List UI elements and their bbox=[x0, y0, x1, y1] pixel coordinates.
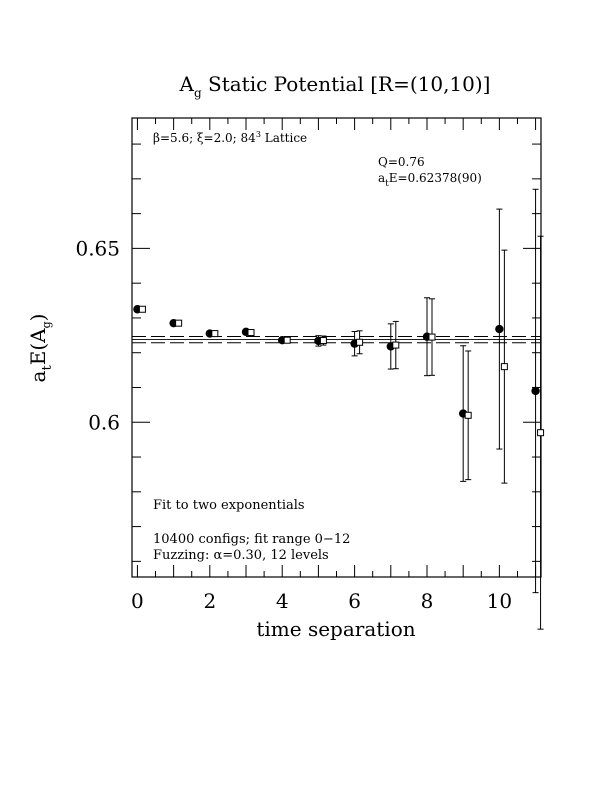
fuzzing-annotation: Fuzzing: α=0.30, 12 levels bbox=[153, 548, 329, 563]
y-tick-label: 0.6 bbox=[88, 410, 120, 434]
data-point-square bbox=[211, 330, 219, 338]
fit-band bbox=[132, 335, 541, 344]
x-tick-label: 4 bbox=[276, 589, 289, 613]
data-point-square bbox=[464, 411, 472, 419]
data-point-square bbox=[500, 363, 508, 371]
data-marks bbox=[133, 188, 545, 630]
data-point-square bbox=[319, 337, 327, 345]
q-annotation: Q=0.76 bbox=[378, 155, 425, 169]
y-axis-ticks: 0.6 0.65 bbox=[75, 143, 541, 562]
x-tick-label: 2 bbox=[203, 589, 216, 613]
data-point-square bbox=[283, 336, 291, 344]
data-point-square bbox=[428, 333, 436, 341]
y-tick-label: 0.65 bbox=[75, 236, 120, 260]
data-point-square bbox=[247, 329, 255, 337]
data-point-square bbox=[537, 429, 545, 437]
data-point-square bbox=[175, 319, 183, 327]
x-tick-label: 8 bbox=[421, 589, 434, 613]
chart-title: Ag Static Potential [R=(10,10)] bbox=[179, 72, 491, 100]
x-tick-label: 10 bbox=[487, 589, 512, 613]
data-point-circle bbox=[531, 386, 540, 396]
configs-annotation: 10400 configs; fit range 0−12 bbox=[153, 532, 350, 547]
data-point-square bbox=[356, 338, 364, 346]
x-tick-label: 0 bbox=[131, 589, 144, 613]
x-axis-label: time separation bbox=[256, 617, 415, 641]
data-point-circle bbox=[495, 324, 504, 334]
data-point-square bbox=[138, 305, 146, 313]
data-point-square bbox=[392, 341, 400, 349]
fit-type-annotation: Fit to two exponentials bbox=[153, 498, 305, 513]
x-axis-ticks: 0 2 4 6 8 10 bbox=[131, 118, 537, 613]
x-tick-label: 6 bbox=[348, 589, 361, 613]
y-axis-label: atE(Ag) bbox=[26, 314, 55, 383]
fit-energy-annotation: atE=0.62378(90) bbox=[378, 171, 482, 189]
lattice-annotation: β=5.6; ξ=2.0; 843 Lattice bbox=[153, 130, 307, 145]
